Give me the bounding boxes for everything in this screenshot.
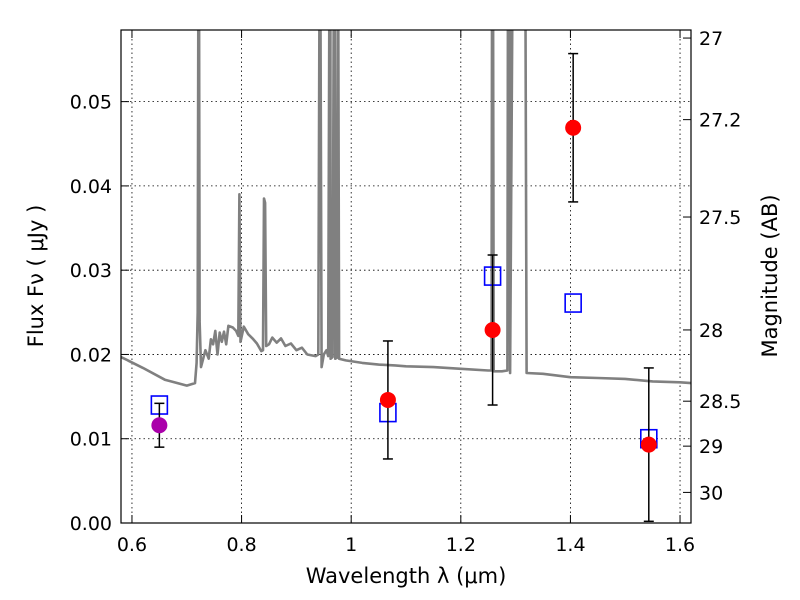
x-tick-label: 0.6 [117, 534, 147, 556]
flux-point-marker [565, 119, 582, 136]
flux-point-marker [640, 436, 657, 453]
x-tick-label: 0.8 [226, 534, 256, 556]
flux-point-marker [484, 322, 501, 339]
y-tick-label: 0.01 [70, 429, 112, 451]
data-markers [150, 52, 658, 523]
y-tick-label: 0.05 [70, 92, 112, 114]
x-tick-label: 1 [345, 534, 357, 556]
y-tick-label: 0.03 [70, 260, 112, 282]
spectrum-line [121, 30, 691, 387]
x-tick-label: 1.6 [665, 534, 695, 556]
right-axis-label: Magnitude (AB) [758, 194, 782, 357]
right-tick-label: 27.2 [699, 110, 741, 132]
right-tick-label: 27 [699, 28, 723, 50]
axis-ticks: 0.6 0.8 1 1.2 1.4 1.6 0.00 0.01 0.02 0.03 0.04 0.05… [70, 28, 742, 556]
model-spectrum-series [121, 30, 691, 387]
right-tick-label: 27.5 [699, 207, 741, 229]
x-tick-label: 1.4 [555, 534, 585, 556]
y-tick-label: 0.04 [70, 176, 112, 198]
y-tick-label: 0.00 [70, 513, 112, 535]
right-tick-label: 28.5 [699, 391, 741, 413]
x-tick-label: 1.2 [446, 534, 476, 556]
model-square-marker [564, 293, 582, 313]
y-tick-label: 0.02 [70, 344, 112, 366]
x-axis-label: Wavelength λ (μm) [306, 564, 507, 588]
right-tick-label: 29 [699, 436, 723, 458]
plot-frame [120, 29, 692, 524]
right-tick-label: 28 [699, 320, 723, 342]
grid-lines [121, 30, 691, 523]
right-tick-label: 30 [699, 482, 723, 504]
y-axis-label: Flux Fν ( μJy ) [24, 205, 48, 348]
flux-point-marker [379, 391, 396, 408]
flux-point-marker [151, 417, 168, 434]
